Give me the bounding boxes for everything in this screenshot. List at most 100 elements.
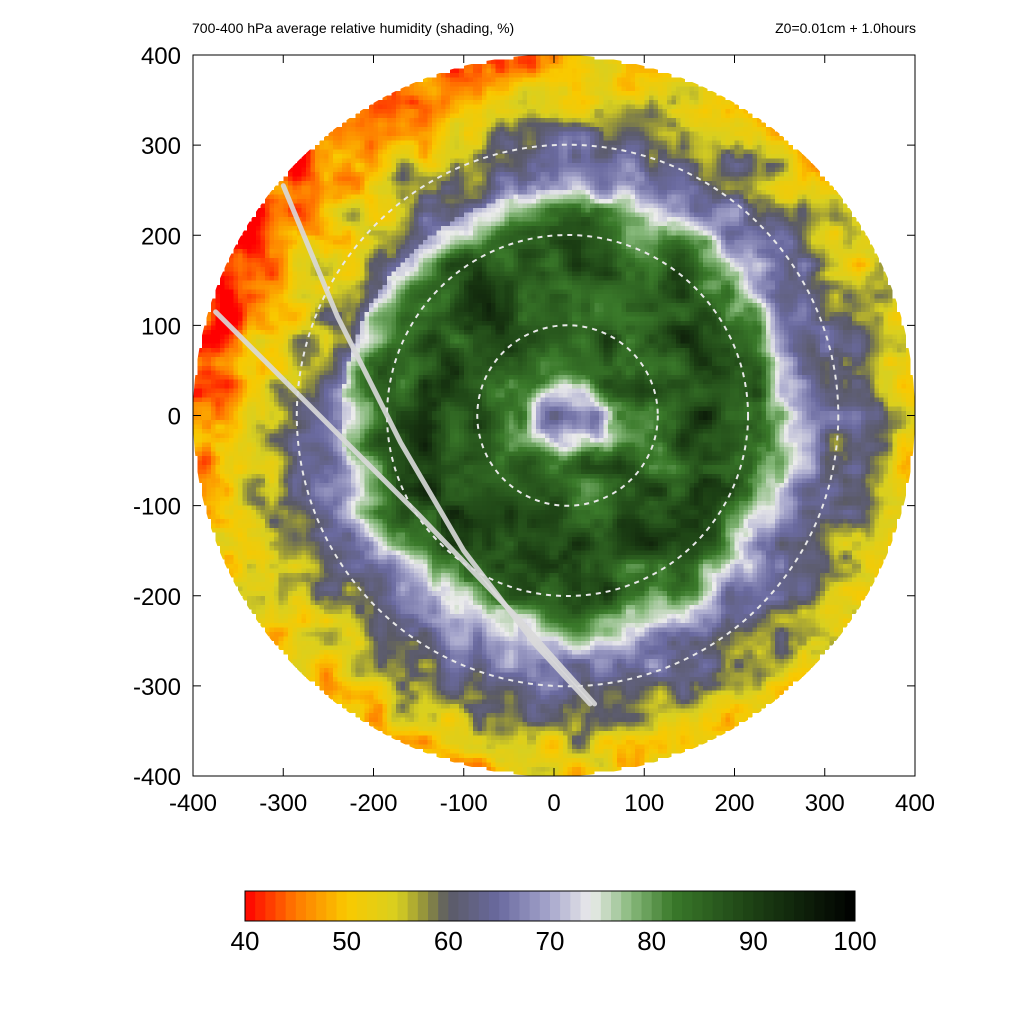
colorbar-cell xyxy=(733,891,744,921)
x-tick-label: 200 xyxy=(714,790,754,817)
colorbar-cell xyxy=(407,891,419,921)
colorbar-cell xyxy=(275,891,287,921)
colorbar-cell xyxy=(499,891,510,921)
colorbar-cell xyxy=(712,891,724,921)
x-tick-label: 300 xyxy=(805,790,845,817)
colorbar-tick-label: 100 xyxy=(833,926,876,956)
y-tick-label: 100 xyxy=(141,313,181,340)
x-tick-label: 0 xyxy=(547,790,560,817)
x-tick-label: 400 xyxy=(895,790,935,817)
colorbar-cell xyxy=(285,891,297,921)
colorbar-cell xyxy=(682,891,693,921)
storm-tracks xyxy=(213,183,598,707)
colorbar-cell xyxy=(692,891,704,921)
y-tick-label: -400 xyxy=(133,764,181,791)
chart-subtitle: Z0=0.01cm + 1.0hours xyxy=(775,20,916,36)
x-tick-label: -200 xyxy=(349,790,397,817)
storm-track-2 xyxy=(213,309,598,707)
colorbar-cell xyxy=(611,891,622,921)
colorbar-cell xyxy=(519,891,531,921)
x-tick-label: -100 xyxy=(440,790,488,817)
y-tick-label: 400 xyxy=(141,43,181,70)
colorbar-cells xyxy=(245,891,856,921)
y-tick-label: -200 xyxy=(133,584,181,611)
colorbar-cell xyxy=(265,891,277,921)
colorbar-cell xyxy=(356,891,368,921)
range-ring-300 xyxy=(295,143,840,688)
colorbar-cell xyxy=(387,891,399,921)
colorbar-cell xyxy=(438,891,449,921)
colorbar-cell xyxy=(580,891,592,921)
colorbar-cell xyxy=(367,891,378,921)
colorbar-cell xyxy=(814,891,826,921)
colorbar-tick-label: 40 xyxy=(231,926,260,956)
colorbar-cell xyxy=(326,891,338,921)
colorbar-cell xyxy=(651,891,663,921)
colorbar-cell xyxy=(295,891,307,921)
colorbar-cell xyxy=(570,891,582,921)
colorbar-cell xyxy=(417,891,429,921)
colorbar-frame xyxy=(244,890,856,922)
y-tick-label: -100 xyxy=(133,494,181,521)
colorbar-tick-label: 50 xyxy=(332,926,361,956)
plot-area: -400 -300 -200 -100 0 100 200 300 400 -400 -300 -2… xyxy=(133,43,935,817)
colorbar-cell xyxy=(763,891,775,921)
colorbar-cell xyxy=(834,891,846,921)
colorbar-cell xyxy=(631,891,643,921)
colorbar-cell xyxy=(804,891,815,921)
colorbar-cell xyxy=(539,891,551,921)
colorbar-cell xyxy=(661,891,673,921)
colorbar-cell xyxy=(783,891,795,921)
colorbar-cell xyxy=(590,891,602,921)
colorbar-cell xyxy=(336,891,348,921)
colorbar-cell xyxy=(509,891,521,921)
x-tick-label: 100 xyxy=(624,790,664,817)
colorbar-cell xyxy=(458,891,470,921)
colorbar-cell xyxy=(560,891,571,921)
range-ring-200 xyxy=(386,234,750,597)
colorbar-cell xyxy=(600,891,612,921)
colorbar-cell xyxy=(743,891,754,921)
y-tick-label: 300 xyxy=(141,133,181,160)
colorbar-tick-label: 70 xyxy=(536,926,565,956)
colorbar-cell xyxy=(448,891,460,921)
x-axis: -400 -300 -200 -100 0 100 200 300 400 xyxy=(169,55,935,817)
colorbar-cell xyxy=(672,891,683,921)
colorbar-cell xyxy=(702,891,714,921)
colorbar-tick-label: 90 xyxy=(739,926,768,956)
colorbar-cell xyxy=(621,891,632,921)
colorbar-cell xyxy=(245,891,256,921)
colorbar-cell xyxy=(641,891,653,921)
colorbar-cell xyxy=(428,891,439,921)
colorbar-cell xyxy=(478,891,490,921)
colorbar-cell xyxy=(397,891,409,921)
colorbar-cell xyxy=(346,891,358,921)
colorbar-cell xyxy=(794,891,805,921)
colorbar-cell xyxy=(529,891,541,921)
chart-title: 700-400 hPa average relative humidity (s… xyxy=(192,20,515,36)
y-tick-label: -300 xyxy=(133,674,181,701)
colorbar: 40 50 60 70 80 90 100 xyxy=(231,890,877,956)
colorbar-cell xyxy=(824,891,836,921)
range-rings xyxy=(295,143,840,688)
y-tick-label: 200 xyxy=(141,223,181,250)
colorbar-tick-label: 80 xyxy=(637,926,666,956)
colorbar-cell xyxy=(306,891,317,921)
colorbar-cell xyxy=(753,891,765,921)
colorbar-cell xyxy=(844,891,856,921)
storm-track-1 xyxy=(280,183,593,707)
colorbar-cell xyxy=(255,891,266,921)
colorbar-tick-label: 60 xyxy=(434,926,463,956)
colorbar-cell xyxy=(722,891,734,921)
x-tick-label: -400 xyxy=(169,790,217,817)
colorbar-cell xyxy=(468,891,480,921)
colorbar-ticks: 40 50 60 70 80 90 100 xyxy=(231,926,877,956)
range-ring-100 xyxy=(476,324,659,507)
colorbar-cell xyxy=(550,891,561,921)
y-axis: -400 -300 -200 -100 0 100 200 300 400 xyxy=(133,43,915,791)
colorbar-cell xyxy=(773,891,785,921)
colorbar-cell xyxy=(316,891,327,921)
colorbar-cell xyxy=(489,891,500,921)
x-tick-label: -300 xyxy=(259,790,307,817)
